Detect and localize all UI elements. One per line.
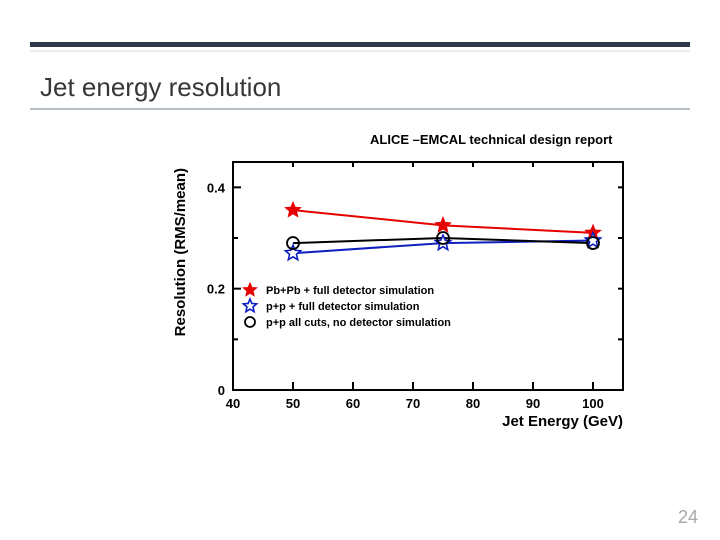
- svg-text:0: 0: [218, 383, 225, 398]
- svg-text:Pb+Pb + full detector simulati: Pb+Pb + full detector simulation: [266, 285, 434, 297]
- svg-text:0.2: 0.2: [207, 282, 225, 297]
- svg-text:50: 50: [286, 396, 300, 411]
- svg-text:Resolution (RMS/mean): Resolution (RMS/mean): [172, 168, 189, 336]
- header-rule-light: [30, 50, 690, 52]
- chart-caption: ALICE –EMCAL technical design report: [370, 132, 612, 147]
- title-underline: [30, 108, 690, 110]
- svg-text:90: 90: [526, 396, 540, 411]
- page-title: Jet energy resolution: [40, 72, 281, 103]
- svg-text:60: 60: [346, 396, 360, 411]
- chart-svg: 40 50 60 70 80 90 100 0 0.2 0.4 Jet Energy (GeV) Re…: [155, 150, 635, 430]
- svg-text:p+p + full detector simulation: p+p + full detector simulation: [266, 301, 420, 313]
- svg-text:Jet Energy (GeV): Jet Energy (GeV): [502, 413, 623, 430]
- resolution-chart: 40 50 60 70 80 90 100 0 0.2 0.4 Jet Energy (GeV) Re…: [155, 150, 635, 430]
- svg-text:70: 70: [406, 396, 420, 411]
- header-rule-dark: [30, 42, 690, 47]
- svg-text:0.4: 0.4: [207, 180, 226, 195]
- svg-text:40: 40: [226, 396, 240, 411]
- svg-text:80: 80: [466, 396, 480, 411]
- svg-text:100: 100: [582, 396, 604, 411]
- svg-text:p+p all cuts, no detector simu: p+p all cuts, no detector simulation: [266, 317, 451, 329]
- page-number: 24: [678, 507, 698, 528]
